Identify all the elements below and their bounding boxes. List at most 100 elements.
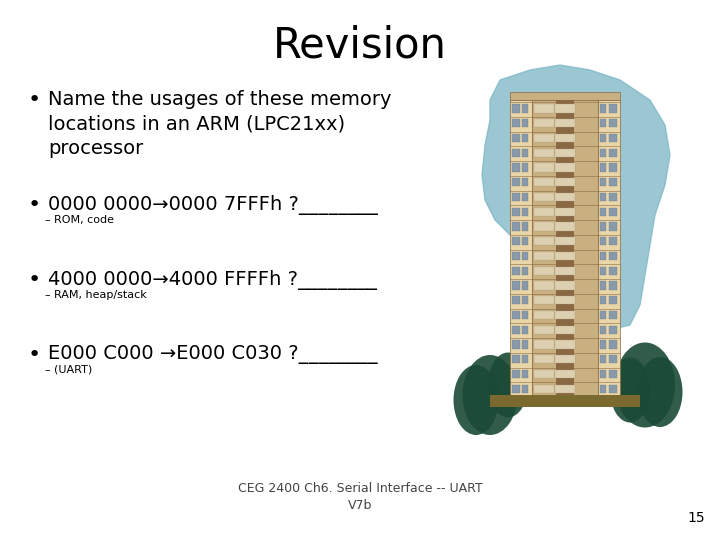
FancyBboxPatch shape [600,222,606,231]
FancyBboxPatch shape [609,164,617,172]
FancyBboxPatch shape [600,326,606,334]
FancyBboxPatch shape [512,340,520,348]
FancyBboxPatch shape [555,193,575,201]
FancyBboxPatch shape [609,340,617,348]
FancyBboxPatch shape [600,148,606,157]
FancyBboxPatch shape [609,119,617,127]
FancyBboxPatch shape [600,119,606,127]
FancyBboxPatch shape [512,134,520,142]
FancyBboxPatch shape [555,296,575,304]
Text: 4000 0000→4000 FFFFh ?________: 4000 0000→4000 FFFFh ?________ [48,270,377,290]
FancyBboxPatch shape [556,100,574,395]
FancyBboxPatch shape [609,134,617,142]
FancyBboxPatch shape [522,119,528,127]
FancyBboxPatch shape [512,296,520,304]
FancyBboxPatch shape [522,222,528,231]
FancyBboxPatch shape [534,237,554,245]
FancyBboxPatch shape [512,208,520,216]
FancyBboxPatch shape [534,178,554,186]
FancyBboxPatch shape [522,164,528,172]
FancyBboxPatch shape [534,340,554,348]
FancyBboxPatch shape [609,222,617,231]
FancyBboxPatch shape [534,148,554,157]
Polygon shape [482,65,670,330]
FancyBboxPatch shape [600,104,606,112]
FancyBboxPatch shape [512,267,520,275]
FancyBboxPatch shape [534,267,554,275]
FancyBboxPatch shape [555,252,575,260]
FancyBboxPatch shape [609,104,617,112]
FancyBboxPatch shape [555,355,575,363]
FancyBboxPatch shape [555,208,575,216]
Text: •: • [28,195,41,215]
FancyBboxPatch shape [600,384,606,393]
Ellipse shape [610,357,650,422]
Text: 15: 15 [688,511,705,525]
FancyBboxPatch shape [522,237,528,245]
FancyBboxPatch shape [609,370,617,378]
FancyBboxPatch shape [534,134,554,142]
FancyBboxPatch shape [600,355,606,363]
FancyBboxPatch shape [522,208,528,216]
FancyBboxPatch shape [522,148,528,157]
Ellipse shape [637,357,683,427]
FancyBboxPatch shape [555,148,575,157]
FancyBboxPatch shape [512,164,520,172]
Text: •: • [28,270,41,290]
FancyBboxPatch shape [512,370,520,378]
FancyBboxPatch shape [522,281,528,289]
FancyBboxPatch shape [512,252,520,260]
FancyBboxPatch shape [600,296,606,304]
FancyBboxPatch shape [609,193,617,201]
FancyBboxPatch shape [555,178,575,186]
FancyBboxPatch shape [600,208,606,216]
FancyBboxPatch shape [532,100,598,395]
FancyBboxPatch shape [609,252,617,260]
FancyBboxPatch shape [609,208,617,216]
FancyBboxPatch shape [512,326,520,334]
FancyBboxPatch shape [600,281,606,289]
Text: •: • [28,345,41,365]
FancyBboxPatch shape [522,193,528,201]
Text: E000 C000 →E000 C030 ?________: E000 C000 →E000 C030 ?________ [48,345,377,364]
Text: –: – [44,290,50,300]
FancyBboxPatch shape [555,340,575,348]
FancyBboxPatch shape [522,104,528,112]
FancyBboxPatch shape [512,148,520,157]
Text: •: • [28,90,41,110]
FancyBboxPatch shape [522,340,528,348]
FancyBboxPatch shape [522,267,528,275]
FancyBboxPatch shape [512,222,520,231]
FancyBboxPatch shape [522,252,528,260]
FancyBboxPatch shape [534,208,554,216]
FancyBboxPatch shape [555,119,575,127]
FancyBboxPatch shape [609,178,617,186]
Ellipse shape [454,365,498,435]
FancyBboxPatch shape [522,296,528,304]
FancyBboxPatch shape [609,311,617,319]
FancyBboxPatch shape [512,281,520,289]
FancyBboxPatch shape [600,340,606,348]
FancyBboxPatch shape [512,311,520,319]
FancyBboxPatch shape [534,326,554,334]
Text: Name the usages of these memory
locations in an ARM (LPC21xx)
processor: Name the usages of these memory location… [48,90,392,158]
FancyBboxPatch shape [555,281,575,289]
FancyBboxPatch shape [600,178,606,186]
FancyBboxPatch shape [609,355,617,363]
FancyBboxPatch shape [609,237,617,245]
FancyBboxPatch shape [555,326,575,334]
FancyBboxPatch shape [534,193,554,201]
Text: –: – [44,215,50,225]
FancyBboxPatch shape [609,267,617,275]
Ellipse shape [462,355,518,435]
FancyBboxPatch shape [534,355,554,363]
FancyBboxPatch shape [600,193,606,201]
FancyBboxPatch shape [600,237,606,245]
FancyBboxPatch shape [534,384,554,393]
Text: (UART): (UART) [54,365,92,375]
FancyBboxPatch shape [600,370,606,378]
FancyBboxPatch shape [512,237,520,245]
Text: –: – [44,365,50,375]
FancyBboxPatch shape [522,355,528,363]
FancyBboxPatch shape [609,296,617,304]
